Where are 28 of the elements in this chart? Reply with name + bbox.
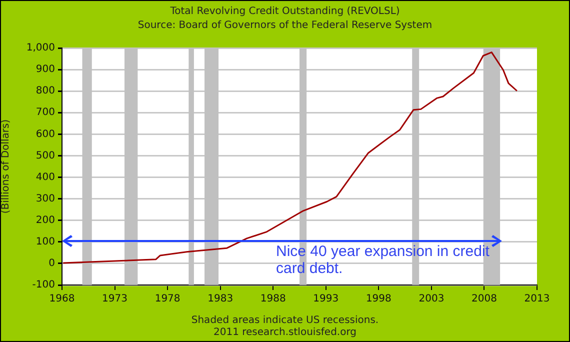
x-tick-label: 1973	[102, 294, 128, 305]
y-tick-label: 800	[36, 86, 55, 97]
text: Shaded areas indicate US recessions.	[190, 315, 380, 326]
y-tick-label: 600	[36, 128, 55, 140]
chart-subtitle: Source: Board of Governors of the Federal Reserve System	[136, 20, 434, 31]
y-tick-label: 200	[36, 214, 55, 226]
x-tick-label: 1968	[49, 294, 75, 305]
x-tick-label: 1983	[208, 294, 234, 305]
y-tick-label: 900	[36, 64, 55, 76]
y-axis-title: (Billions of Dollars)	[0, 119, 12, 214]
x-tick-label: 2013	[524, 294, 550, 305]
x-tick-label: 1993	[313, 294, 339, 305]
x-tick-label: 1978	[154, 294, 180, 305]
x-tick-label: 1988	[260, 294, 286, 305]
annotation: Nice 40 year expansion in credit card debt.	[276, 243, 490, 277]
x-tick-label: 1998	[366, 294, 392, 305]
y-tick-label: 700	[36, 107, 55, 118]
y-tick-label: 0	[48, 258, 55, 270]
y-tick-label: -100	[32, 280, 55, 291]
y-tick-label: 300	[36, 193, 55, 204]
y-tick-label: 500	[36, 150, 55, 162]
x-tick-label: 2008	[471, 294, 497, 305]
y-tick-label: 1,000	[26, 42, 55, 54]
x-tick-label: 2003	[418, 294, 444, 305]
y-tick-label: 100	[36, 236, 55, 248]
y-tick-label: 400	[36, 172, 55, 183]
text: 2011 research.stlouisfed.org	[212, 327, 358, 338]
chart-title: Total Revolving Credit Outstanding (REVOLSL)	[169, 6, 401, 17]
